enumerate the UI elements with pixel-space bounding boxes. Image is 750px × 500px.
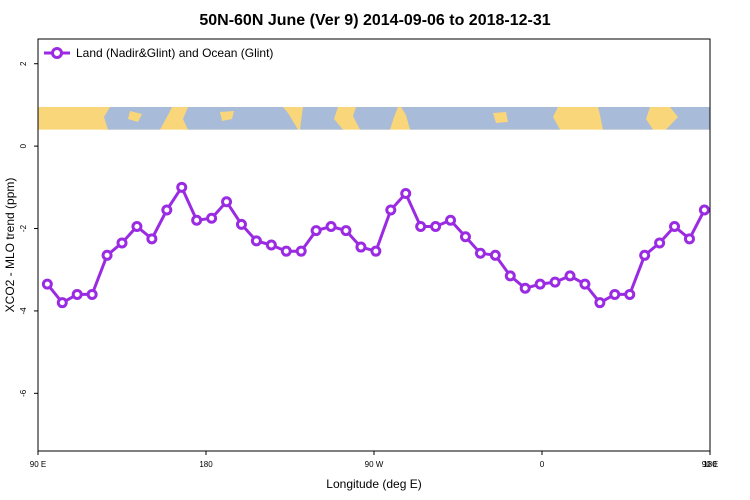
map-land-island: [220, 110, 234, 121]
x-axis-title: Longitude (deg E): [326, 477, 421, 491]
data-point: [191, 214, 203, 226]
data-point: [355, 241, 367, 253]
data-point: [579, 278, 591, 290]
data-point: [116, 237, 128, 249]
map-land-island: [493, 111, 508, 123]
map-ocean-region: [353, 106, 398, 130]
x-tick-label: 180: [703, 460, 717, 469]
data-point: [310, 225, 322, 237]
data-point: [340, 225, 352, 237]
data-point: [549, 276, 561, 288]
data-point: [609, 288, 621, 300]
plot-frame: [37, 38, 711, 452]
map-ocean-region: [401, 106, 560, 130]
data-point: [56, 297, 68, 309]
data-point: [564, 270, 576, 282]
map-band: [38, 106, 710, 130]
y-tick-label: 2: [19, 61, 28, 66]
data-point: [415, 220, 427, 232]
data-point: [669, 220, 681, 232]
y-tick-label: -4: [19, 307, 28, 315]
data-point: [71, 288, 83, 300]
data-point: [534, 278, 546, 290]
data-point: [325, 220, 337, 232]
y-axis-title: XCO2 - MLO trend (ppm): [3, 178, 17, 313]
map-ocean-region: [598, 106, 653, 130]
y-axis: 2 0 -2 -4 -6: [19, 39, 39, 451]
data-point: [654, 237, 666, 249]
data-point: [370, 245, 382, 257]
data-point: [206, 212, 218, 224]
map-ocean-region: [666, 106, 710, 130]
data-point: [221, 196, 233, 208]
data-point: [400, 188, 412, 199]
data-point: [639, 249, 651, 261]
data-point: [280, 245, 292, 257]
data-point: [504, 270, 516, 282]
data-point: [430, 220, 442, 232]
map-ocean-region: [183, 106, 298, 130]
data-point: [683, 233, 695, 245]
data-point: [698, 204, 710, 216]
data-point: [489, 249, 501, 261]
map-ocean-region: [300, 106, 343, 130]
map-land-island: [128, 110, 142, 122]
data-point: [295, 245, 307, 257]
data-point: [265, 239, 277, 251]
data-point: [445, 214, 457, 226]
legend-marker-swatch: [51, 47, 63, 59]
data-point: [161, 204, 173, 216]
x-tick-label: 90 E: [702, 460, 718, 469]
data-point: [250, 235, 262, 247]
data-point: [176, 181, 188, 193]
x-tick-label: 0: [540, 460, 545, 469]
data-point: [131, 220, 143, 232]
legend: Land (Nadir&Glint) and Ocean (Glint): [44, 46, 273, 60]
data-point: [459, 231, 471, 243]
data-point: [101, 249, 113, 261]
data-point: [624, 288, 636, 300]
series-layer: [41, 181, 710, 309]
series-line: [46, 185, 706, 305]
data-point: [146, 233, 158, 245]
chart-title: 50N-60N June (Ver 9) 2014-09-06 to 2018-…: [199, 12, 550, 29]
y-tick-label: -6: [19, 389, 28, 397]
data-point: [86, 288, 98, 300]
data-point: [594, 297, 606, 309]
data-point: [235, 218, 247, 230]
data-point: [519, 282, 531, 294]
data-point: [41, 278, 53, 290]
x-tick-label: 90 E: [30, 460, 46, 469]
x-tick-label: 90 W: [365, 460, 384, 469]
x-tick-label: 180: [199, 460, 213, 469]
y-tick-label: -2: [19, 224, 28, 232]
y-tick-label: 0: [19, 143, 28, 148]
data-point: [385, 204, 397, 216]
data-point: [474, 247, 486, 259]
legend-label: Land (Nadir&Glint) and Ocean (Glint): [76, 46, 273, 60]
